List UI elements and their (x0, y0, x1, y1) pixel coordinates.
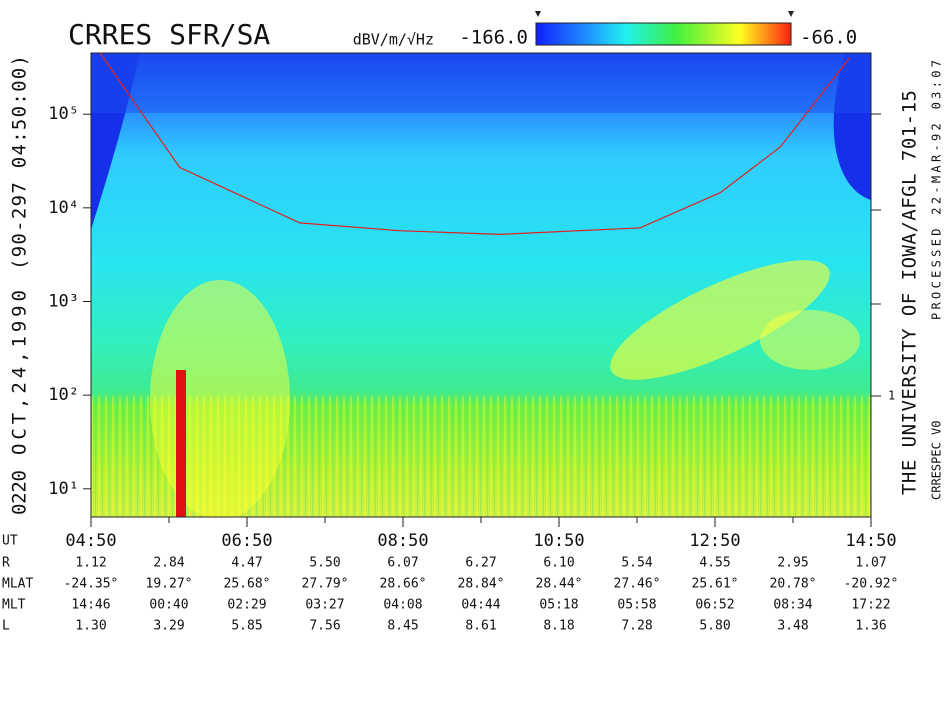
y-tick-label: 10¹ (48, 479, 79, 499)
side-right-2: PROCESSED 22-MAR-92 03:07 (930, 60, 944, 320)
ephemeris-label: MLT (2, 598, 26, 613)
ephemeris-value: 02:29 (227, 598, 266, 613)
ephemeris-value: 06:52 (695, 598, 734, 613)
ephemeris-value: 5.80 (699, 619, 730, 634)
ephemeris-value: 17:22 (851, 598, 890, 613)
side-left-1: OCT,24,1990 (9, 290, 31, 455)
x-tick-label: 12:50 (689, 531, 740, 551)
ephemeris-value: 05:18 (539, 598, 578, 613)
ephemeris-value: 6.27 (465, 556, 496, 571)
ephemeris-value: 7.28 (621, 619, 652, 634)
y-tick-label: 10³ (48, 291, 79, 311)
x-tick-label: 14:50 (845, 531, 896, 551)
ephemeris-value: 7.56 (309, 619, 340, 634)
y-tick-label: 10⁴ (48, 198, 79, 218)
ephemeris-value: 6.10 (543, 556, 574, 571)
ephemeris-value: 2.84 (153, 556, 184, 571)
ephemeris-value: 04:44 (461, 598, 500, 613)
ephemeris-value: 28.66° (380, 577, 427, 592)
ephemeris-value: 8.61 (465, 619, 496, 634)
ephemeris-value: 27.46° (614, 577, 661, 592)
ephemeris-value: 8.45 (387, 619, 418, 634)
x-tick-label: 10:50 (533, 531, 584, 551)
ephemeris-value: 5.85 (231, 619, 262, 634)
x-tick-label: 06:50 (221, 531, 272, 551)
curve (99, 53, 851, 236)
right-axis-ticks (871, 113, 881, 397)
ephemeris-value: 3.48 (777, 619, 808, 634)
y-tick-label: 10⁵ (48, 104, 79, 124)
ephemeris-value: 28.84° (458, 577, 505, 592)
x-tick-label: 04:50 (65, 531, 116, 551)
ephemeris-value: 4.47 (231, 556, 262, 571)
ephemeris-value: 3.29 (153, 619, 184, 634)
side-left-2: (90-297 04:50:00) (9, 55, 31, 270)
chart-title: CRRES SFR/SA (68, 18, 270, 51)
ephemeris-value: 8.18 (543, 619, 574, 634)
colorbar (535, 22, 792, 46)
ephemeris-value: 08:34 (773, 598, 812, 613)
ephemeris-value: 5.50 (309, 556, 340, 571)
ephemeris-value: 25.68° (224, 577, 271, 592)
right-axis-label: 1 (888, 389, 895, 403)
ephemeris-value: 1.07 (855, 556, 886, 571)
ephemeris-value: 28.44° (536, 577, 583, 592)
ephemeris-value: 14:46 (71, 598, 110, 613)
ephemeris-value: 25.61° (692, 577, 739, 592)
ephemeris-value: 04:08 (383, 598, 422, 613)
side-right-1: CRRESPEC V0 (930, 421, 944, 500)
spectrogram (91, 53, 871, 517)
ephemeris-value: -20.92° (844, 577, 899, 592)
ephemeris-value: 1.12 (75, 556, 106, 571)
ephemeris-value: 4.55 (699, 556, 730, 571)
side-right-0: THE UNIVERSITY OF IOWA/AFGL 701-15 (899, 90, 921, 495)
y-tick-label: 10² (48, 385, 79, 405)
ephemeris-value: -24.35° (64, 577, 119, 592)
ephemeris-label: L (2, 619, 10, 634)
ephemeris-value: 2.95 (777, 556, 808, 571)
ephemeris-value: 00:40 (149, 598, 188, 613)
ephemeris-value: 1.30 (75, 619, 106, 634)
ephemeris-value: 1.36 (855, 619, 886, 634)
ephemeris-value: 5.54 (621, 556, 652, 571)
x-tick-label: 08:50 (377, 531, 428, 551)
ephemeris-value: 27.79° (302, 577, 349, 592)
colorbar-min: -166.0 (459, 27, 528, 49)
ephemeris-value: 6.07 (387, 556, 418, 571)
side-left-0: 0220 (9, 470, 31, 515)
ephemeris-label: R (2, 556, 10, 571)
colorbar-max: -66.0 (800, 27, 857, 49)
ephemeris-label: UT (2, 534, 18, 549)
ephemeris-value: 19.27° (146, 577, 193, 592)
ephemeris-value: 20.78° (770, 577, 817, 592)
colorbar-unit: dBV/m/√Hz (353, 31, 434, 49)
ephemeris-value: 03:27 (305, 598, 344, 613)
ephemeris-label: MLAT (2, 577, 33, 592)
colorbar-markers (535, 11, 794, 17)
ephemeris-value: 05:58 (617, 598, 656, 613)
